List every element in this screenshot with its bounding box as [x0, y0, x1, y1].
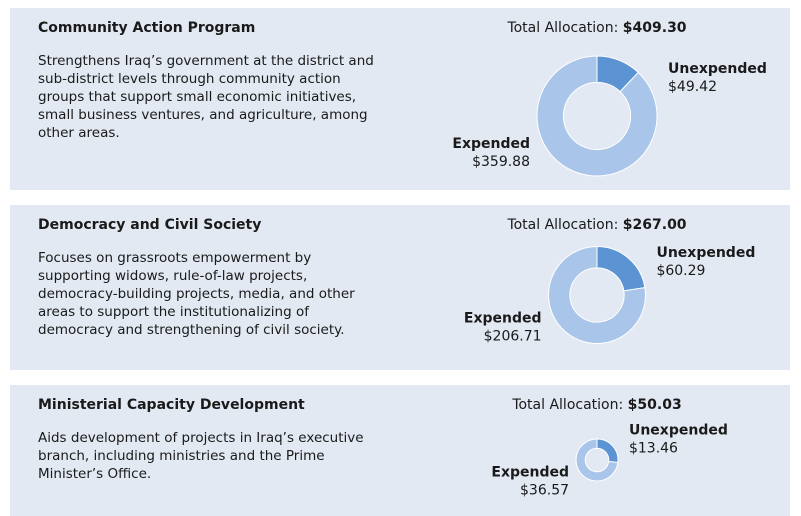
value-label: $49.42 [668, 79, 717, 95]
description-line: supporting widows, rule-of-law projects, [38, 268, 307, 284]
total-value: $50.03 [628, 397, 682, 413]
description-line: groups that support small economic initi… [38, 89, 356, 105]
value-label: $36.57 [520, 482, 569, 498]
donut-segment [575, 438, 619, 482]
description-line: Minister’s Office. [38, 466, 151, 482]
description-line: democracy and strengthening of civil soc… [38, 322, 345, 338]
total-caption: Total Allocation: [511, 397, 623, 413]
legend-label: Expended [491, 464, 569, 480]
description-line: areas to support the institutionalizing … [38, 304, 310, 320]
legend-label: Expended [452, 136, 530, 152]
description-line: democracy-building projects, media, and … [38, 286, 355, 302]
description-line: Aids development of projects in Iraq’s e… [38, 430, 364, 446]
donut-segment [548, 246, 646, 344]
panel-title: Ministerial Capacity Development [38, 397, 305, 413]
legend-label: Expended [464, 310, 542, 326]
total-allocation: Total Allocation: $409.30 [506, 20, 686, 36]
donut-segment [536, 55, 658, 177]
total-allocation: Total Allocation: $50.03 [511, 397, 681, 413]
legend-label: Unexpended [668, 61, 767, 77]
description-line: Focuses on grassroots empowerment by [38, 250, 311, 266]
value-label: $60.29 [656, 263, 705, 279]
legend-label: Unexpended [629, 423, 728, 439]
value-label: $206.71 [484, 328, 542, 344]
panel [10, 205, 790, 370]
total-value: $409.30 [623, 20, 687, 36]
total-value: $267.00 [623, 217, 687, 233]
total-caption: Total Allocation: [506, 20, 618, 36]
legend-label: Unexpended [656, 245, 755, 261]
description-line: Strengthens Iraq’s government at the dis… [38, 53, 374, 69]
total-caption: Total Allocation: [506, 217, 618, 233]
description-line: sub-district levels through community ac… [38, 71, 341, 87]
panel-title: Community Action Program [38, 20, 255, 36]
description-line: branch, including ministries and the Pri… [38, 448, 325, 464]
description-line: other areas. [38, 125, 120, 141]
panel-title: Democracy and Civil Society [38, 217, 261, 233]
value-label: $359.88 [472, 154, 530, 170]
panel [10, 385, 790, 516]
total-allocation: Total Allocation: $267.00 [506, 217, 686, 233]
description-line: small business ventures, and agriculture… [38, 107, 368, 123]
value-label: $13.46 [629, 441, 678, 457]
panel [10, 8, 790, 190]
